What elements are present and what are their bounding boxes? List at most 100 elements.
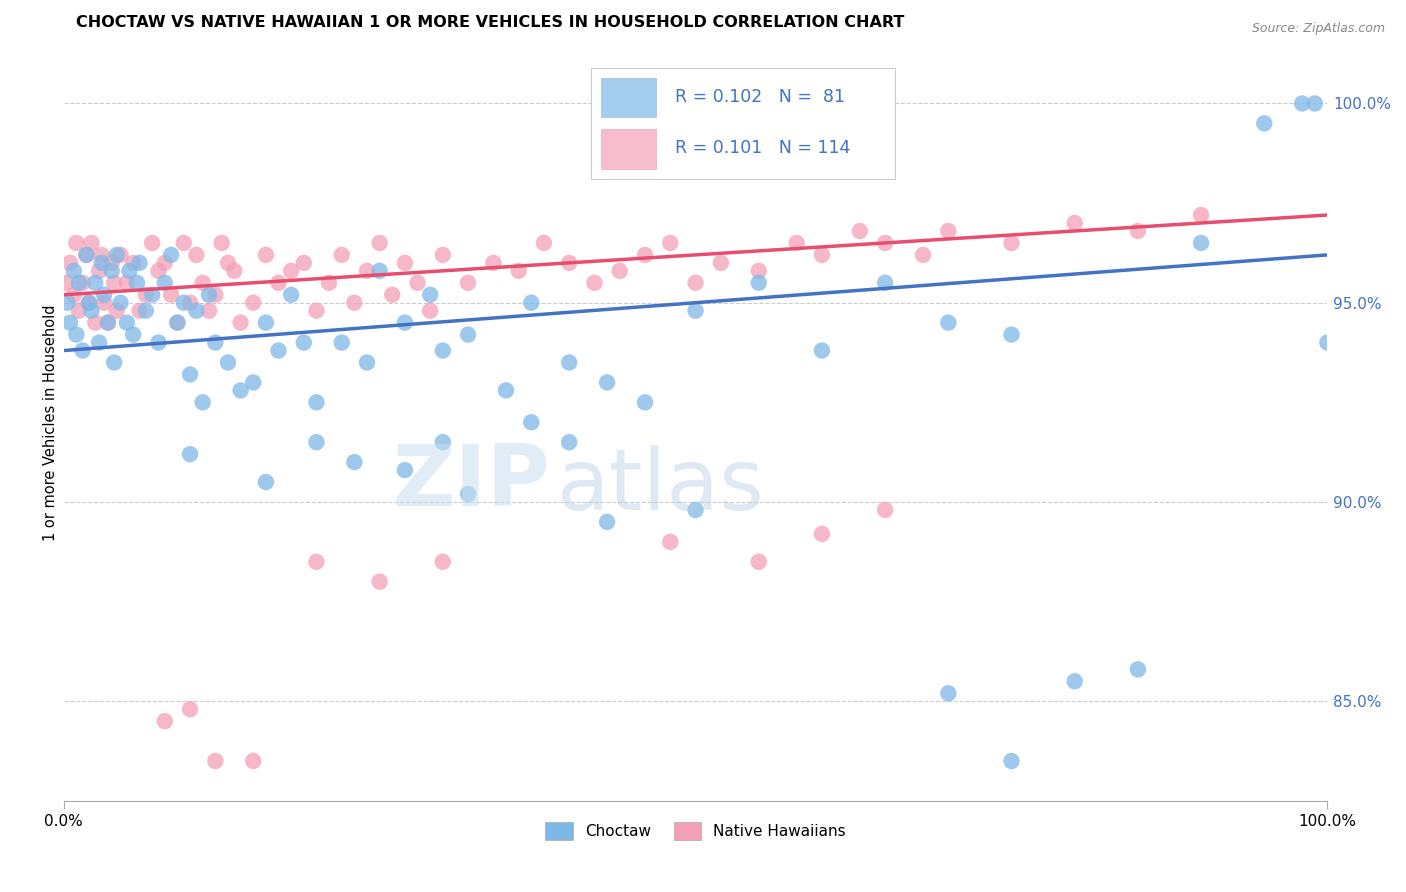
Point xyxy=(77,295,100,310)
Point xyxy=(1063,674,1085,689)
Point xyxy=(267,276,290,290)
Point xyxy=(292,335,315,350)
Point xyxy=(103,355,125,369)
Point xyxy=(419,303,441,318)
Point xyxy=(330,335,353,350)
Point xyxy=(198,287,221,301)
Point xyxy=(229,316,252,330)
Point xyxy=(936,224,959,238)
Point xyxy=(148,335,170,350)
Point xyxy=(875,503,897,517)
Point xyxy=(153,714,176,728)
Point xyxy=(267,343,290,358)
Point xyxy=(318,276,340,290)
Point xyxy=(173,295,195,310)
Point xyxy=(356,264,378,278)
Point xyxy=(80,303,103,318)
Point xyxy=(217,256,239,270)
Point xyxy=(179,702,201,716)
Point xyxy=(135,303,157,318)
Point xyxy=(811,343,834,358)
Point xyxy=(936,686,959,700)
Point xyxy=(55,276,77,290)
Point xyxy=(482,256,505,270)
Point xyxy=(685,303,707,318)
Point xyxy=(242,295,264,310)
Point xyxy=(659,235,682,250)
Point xyxy=(160,248,183,262)
Point xyxy=(596,515,619,529)
Point xyxy=(1316,335,1339,350)
Point xyxy=(128,256,150,270)
Point xyxy=(811,248,834,262)
Point xyxy=(330,248,353,262)
Point xyxy=(558,355,581,369)
Point xyxy=(292,256,315,270)
Point xyxy=(65,327,87,342)
Point xyxy=(875,276,897,290)
Point xyxy=(659,534,682,549)
Point xyxy=(122,327,145,342)
Point xyxy=(1063,216,1085,230)
Point xyxy=(97,316,120,330)
Point xyxy=(710,256,733,270)
Point xyxy=(394,463,416,477)
Point xyxy=(125,276,148,290)
Point xyxy=(198,303,221,318)
Point xyxy=(419,287,441,301)
Point xyxy=(93,295,115,310)
Point xyxy=(217,355,239,369)
Text: CHOCTAW VS NATIVE HAWAIIAN 1 OR MORE VEHICLES IN HOUSEHOLD CORRELATION CHART: CHOCTAW VS NATIVE HAWAIIAN 1 OR MORE VEH… xyxy=(76,15,904,30)
Point xyxy=(59,256,82,270)
Point xyxy=(115,276,138,290)
Point xyxy=(280,287,302,301)
Point xyxy=(59,316,82,330)
Point xyxy=(105,248,128,262)
Point xyxy=(406,276,429,290)
Point xyxy=(305,303,328,318)
Point xyxy=(381,287,404,301)
Point xyxy=(457,327,479,342)
Point xyxy=(84,276,107,290)
Point xyxy=(65,235,87,250)
Point xyxy=(432,555,454,569)
Point xyxy=(1000,235,1022,250)
Point xyxy=(166,316,188,330)
Point xyxy=(242,754,264,768)
Point xyxy=(128,303,150,318)
Text: ZIP: ZIP xyxy=(392,442,550,524)
Point xyxy=(875,235,897,250)
Point xyxy=(280,264,302,278)
Point xyxy=(432,343,454,358)
Point xyxy=(80,235,103,250)
Point xyxy=(254,248,277,262)
Point xyxy=(191,395,214,409)
Point xyxy=(62,264,84,278)
Point xyxy=(67,276,90,290)
Point xyxy=(748,276,770,290)
Point xyxy=(179,368,201,382)
Point xyxy=(1000,327,1022,342)
Point xyxy=(204,754,226,768)
Point xyxy=(394,256,416,270)
Point xyxy=(62,287,84,301)
Point xyxy=(135,287,157,301)
Point xyxy=(356,355,378,369)
Point xyxy=(343,455,366,469)
Point xyxy=(305,555,328,569)
Point xyxy=(685,503,707,517)
Point xyxy=(685,276,707,290)
Point xyxy=(457,276,479,290)
Point xyxy=(1000,754,1022,768)
Point xyxy=(160,287,183,301)
Point xyxy=(90,256,112,270)
Point xyxy=(100,264,122,278)
Point xyxy=(141,235,163,250)
Point xyxy=(596,376,619,390)
Point xyxy=(748,264,770,278)
Point xyxy=(72,276,94,290)
Point xyxy=(87,335,110,350)
Point xyxy=(179,447,201,461)
Point xyxy=(186,303,208,318)
Point xyxy=(849,224,872,238)
